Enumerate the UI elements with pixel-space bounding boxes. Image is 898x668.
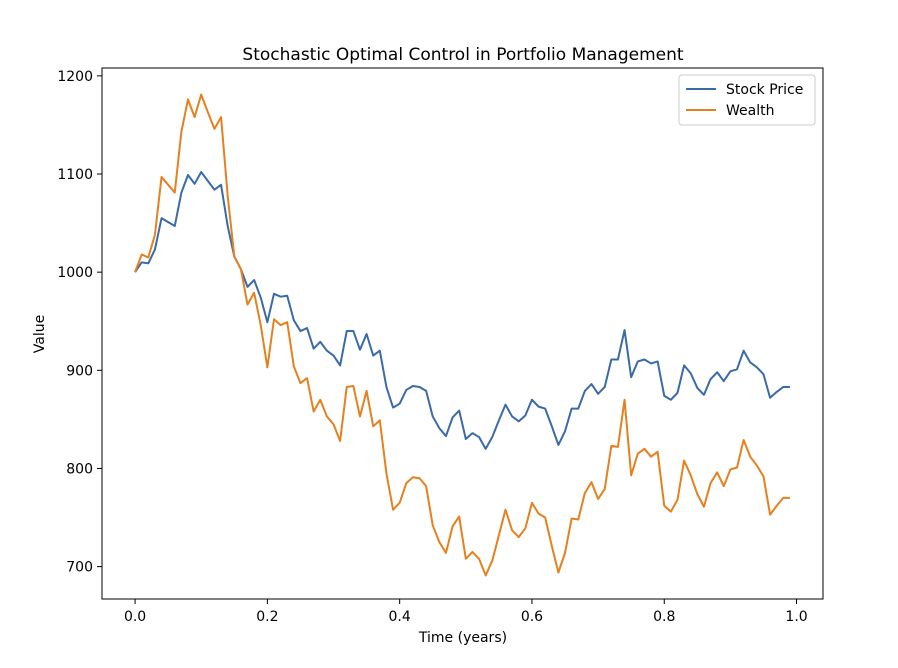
y-tick-label: 1000 bbox=[57, 265, 93, 281]
y-tick-label: 1200 bbox=[57, 69, 93, 85]
x-tick-label: 0.0 bbox=[124, 609, 146, 625]
x-axis-label: Time (years) bbox=[418, 630, 507, 646]
y-tick-label: 900 bbox=[66, 363, 93, 379]
legend-label-stock-price: Stock Price bbox=[726, 82, 803, 98]
legend-box bbox=[678, 74, 816, 126]
y-tick-label: 800 bbox=[66, 461, 93, 477]
x-tick-label: 0.4 bbox=[389, 609, 411, 625]
y-tick-label: 700 bbox=[66, 560, 93, 576]
series-line-wealth bbox=[134, 93, 790, 577]
y-axis: 700 800 900 1000 1100 1200 bbox=[57, 69, 102, 576]
x-tick-label: 1.0 bbox=[785, 609, 807, 625]
plot-frame bbox=[101, 67, 824, 600]
x-tick-label: 0.6 bbox=[521, 609, 543, 625]
legend: Stock Price Wealth bbox=[678, 74, 816, 126]
x-tick-label: 0.8 bbox=[653, 609, 675, 625]
chart-title: Stochastic Optimal Control in Portfolio … bbox=[242, 45, 683, 65]
legend-label-wealth: Wealth bbox=[726, 103, 774, 119]
y-tick-label: 1100 bbox=[57, 167, 93, 183]
y-axis-label: Value bbox=[32, 315, 48, 353]
plot-lines bbox=[134, 93, 790, 577]
x-tick-label: 0.2 bbox=[256, 609, 278, 625]
x-axis: 0.0 0.2 0.4 0.6 0.8 1.0 bbox=[124, 599, 808, 625]
series-line-stock-price bbox=[134, 171, 790, 450]
